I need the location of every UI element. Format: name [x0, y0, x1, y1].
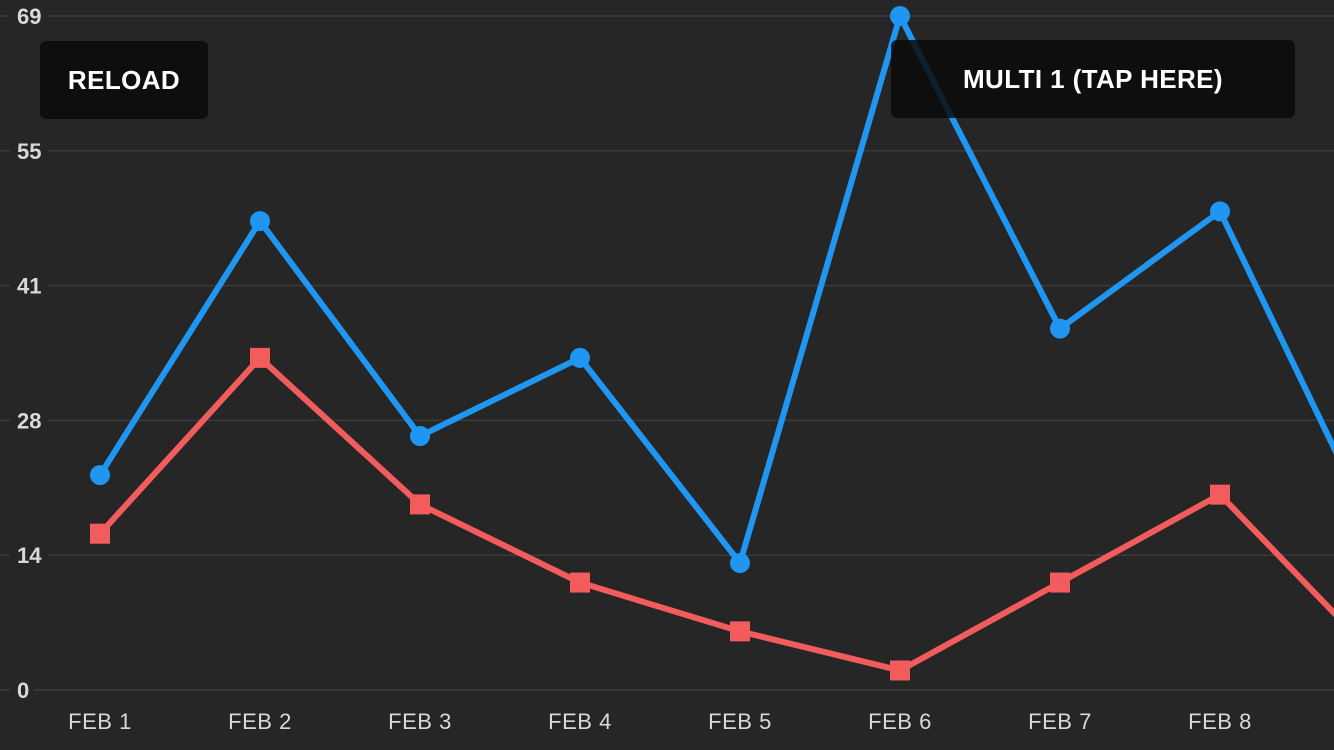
- series-red-marker: [570, 572, 590, 593]
- series-red-marker: [410, 494, 430, 515]
- multi-button-label: MULTI 1 (TAP HERE): [963, 63, 1223, 94]
- x-axis-tick-label: FEB 4: [548, 709, 612, 734]
- series-blue-marker: [570, 347, 590, 368]
- y-axis-label-backing: [10, 406, 48, 435]
- series-red-marker: [1210, 484, 1230, 505]
- y-axis-tick-label: 28: [17, 408, 41, 433]
- x-axis-tick-label: FEB 5: [708, 709, 772, 734]
- series-blue-marker: [90, 465, 110, 486]
- y-axis-label-backing: [10, 2, 48, 30]
- series-red-marker: [730, 621, 750, 642]
- reload-button[interactable]: RELOAD: [40, 41, 208, 119]
- series-red-marker: [1050, 572, 1070, 593]
- reload-button-label: RELOAD: [67, 64, 181, 95]
- series-red-line: [97, 354, 1334, 674]
- y-axis-tick-label: 0: [17, 678, 29, 703]
- y-axis-label-backing: [10, 676, 34, 704]
- series-layer: [90, 6, 1334, 681]
- x-axis-tick-label: FEB 2: [228, 709, 292, 734]
- y-axis-tick-label: 14: [17, 543, 42, 568]
- x-axis-labels: FEB 1 FEB 2 FEB 3 FEB 4 FEB 5 FEB 6 FEB 7 FEB 8: [68, 709, 1252, 734]
- series-red-marker: [890, 660, 910, 681]
- series-blue-marker: [890, 6, 910, 26]
- y-axis-label-backing: [10, 541, 48, 570]
- series-blue-marker: [250, 211, 270, 232]
- series-blue-marker: [1050, 318, 1070, 339]
- series-blue-marker: [1210, 201, 1230, 222]
- y-axis-label-backing: [10, 136, 48, 165]
- x-axis-tick-label: FEB 7: [1028, 709, 1092, 734]
- series-red-marker: [250, 347, 270, 368]
- y-axis-tick-label: 69: [17, 4, 41, 29]
- y-axis-tick-label: 41: [17, 274, 41, 299]
- multi-1-tap-here-button[interactable]: MULTI 1 (TAP HERE): [891, 40, 1295, 118]
- y-axis-label-backing: [10, 271, 48, 300]
- x-axis-tick-label: FEB 6: [868, 709, 932, 734]
- series-red-marker: [90, 523, 110, 544]
- x-axis-tick-label: FEB 8: [1188, 709, 1252, 734]
- y-axis-tick-label: 55: [17, 139, 41, 164]
- x-axis-tick-label: FEB 3: [388, 709, 452, 734]
- series-blue-marker: [410, 426, 430, 447]
- x-axis-tick-label: FEB 1: [68, 709, 132, 734]
- y-axis-labels: 0 14 28 41 55 69: [10, 2, 48, 704]
- series-blue-marker: [730, 553, 750, 574]
